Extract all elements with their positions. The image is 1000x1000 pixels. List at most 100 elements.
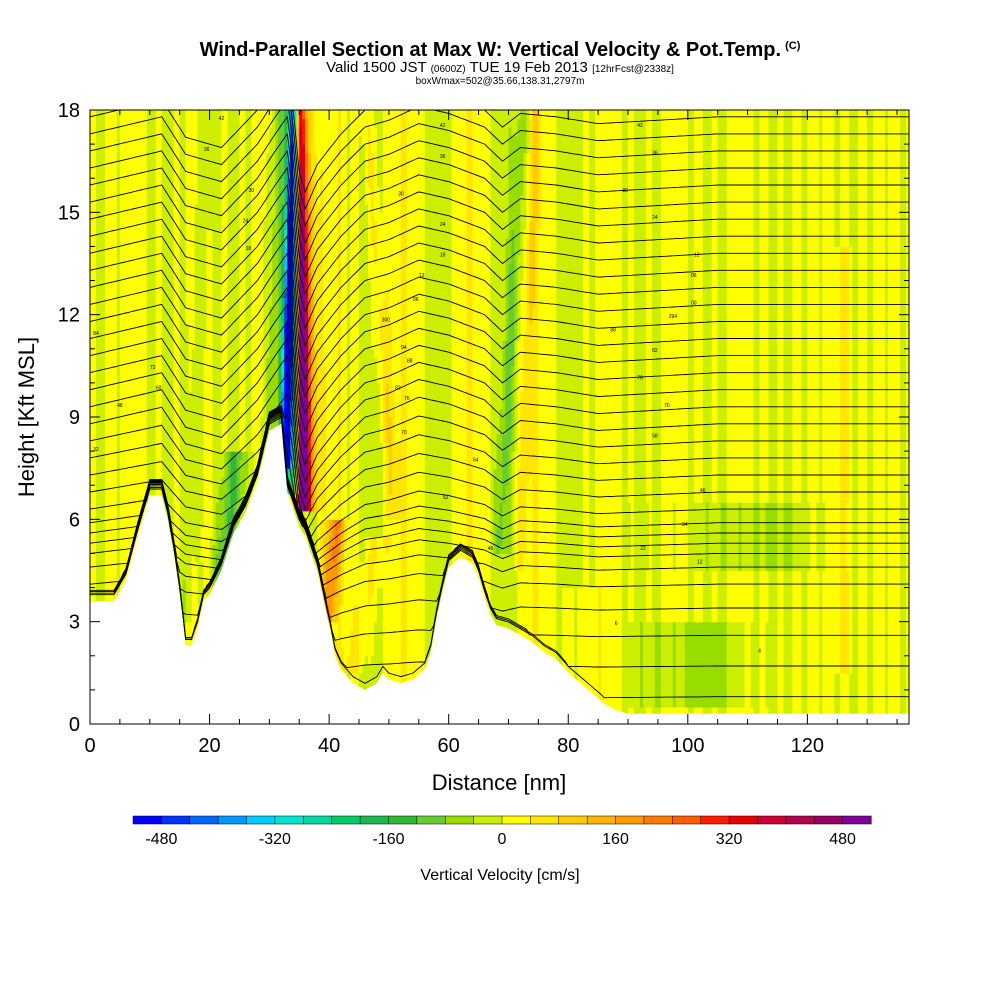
w-cell xyxy=(113,169,118,179)
w-cell xyxy=(188,621,193,631)
w-cell xyxy=(164,357,169,367)
w-cell xyxy=(104,553,109,563)
w-cell xyxy=(119,391,124,401)
w-cell xyxy=(134,263,139,273)
w-cell xyxy=(119,382,124,393)
w-cell xyxy=(185,570,190,580)
w-cell xyxy=(143,485,148,495)
w-cell xyxy=(122,417,127,427)
w-cell xyxy=(191,579,196,589)
w-cell xyxy=(125,502,130,512)
w-cell xyxy=(131,263,136,273)
w-cell xyxy=(188,510,193,520)
w-cell xyxy=(167,110,172,120)
w-cell xyxy=(101,297,106,307)
w-cell xyxy=(194,527,199,537)
w-cell xyxy=(104,195,109,205)
w-cell xyxy=(173,118,178,128)
w-cell xyxy=(176,246,181,256)
w-cell xyxy=(179,468,184,478)
w-cell xyxy=(90,203,94,213)
w-cell xyxy=(161,144,166,154)
w-cell xyxy=(137,323,142,333)
w-cell xyxy=(155,408,160,418)
w-cell xyxy=(116,229,121,239)
w-cell xyxy=(182,417,187,427)
w-cell xyxy=(170,195,175,205)
w-cell xyxy=(176,502,181,512)
w-cell xyxy=(155,229,160,239)
w-cell xyxy=(155,340,160,350)
w-cell xyxy=(176,127,181,137)
w-cell xyxy=(194,348,199,358)
w-cell xyxy=(179,357,184,367)
w-cell xyxy=(122,127,127,137)
w-cell xyxy=(113,374,118,384)
w-cell xyxy=(92,203,97,213)
w-cell xyxy=(113,553,118,563)
w-cell xyxy=(113,527,118,537)
w-cell xyxy=(134,314,139,324)
w-cell xyxy=(185,229,190,239)
w-cell xyxy=(188,434,193,444)
w-cell xyxy=(143,451,148,461)
w-cell xyxy=(110,544,115,555)
w-cell xyxy=(191,357,196,367)
w-cell xyxy=(110,212,115,222)
w-cell xyxy=(155,399,160,410)
w-cell xyxy=(167,178,172,188)
w-cell xyxy=(182,118,187,128)
w-cell xyxy=(98,391,103,401)
w-cell xyxy=(122,451,127,461)
w-cell xyxy=(116,220,121,230)
w-cell xyxy=(185,144,190,154)
w-cell xyxy=(161,314,166,324)
w-cell xyxy=(158,451,163,461)
w-cell xyxy=(185,169,190,179)
w-cell xyxy=(182,152,187,162)
w-cell xyxy=(155,374,160,384)
w-cell xyxy=(101,186,106,196)
w-cell xyxy=(116,391,121,401)
w-cell xyxy=(131,527,136,537)
w-cell xyxy=(107,408,112,418)
w-cell xyxy=(149,348,154,358)
w-cell xyxy=(113,476,118,486)
w-cell xyxy=(197,229,202,239)
w-cell xyxy=(158,186,163,196)
w-cell xyxy=(122,246,127,256)
w-cell xyxy=(173,306,178,316)
w-cell xyxy=(110,186,115,196)
w-cell xyxy=(182,399,187,410)
w-cell xyxy=(167,254,172,265)
w-cell xyxy=(134,493,139,503)
w-cell xyxy=(173,365,178,375)
w-cell xyxy=(179,485,184,495)
w-cell xyxy=(137,280,142,290)
w-cell xyxy=(92,340,97,350)
w-cell xyxy=(107,587,112,597)
w-cell xyxy=(152,178,157,188)
w-cell xyxy=(95,408,100,418)
w-cell xyxy=(110,357,115,367)
w-cell xyxy=(101,323,106,333)
w-cell xyxy=(188,229,193,239)
w-cell xyxy=(107,399,112,410)
w-cell xyxy=(179,237,184,248)
w-cell xyxy=(116,553,121,563)
w-cell xyxy=(125,374,130,384)
w-cell xyxy=(161,203,166,213)
w-cell xyxy=(110,254,115,265)
w-cell xyxy=(143,340,148,350)
w-cell xyxy=(182,229,187,239)
w-cell xyxy=(185,272,190,282)
w-cell xyxy=(188,203,193,213)
w-cell xyxy=(95,596,100,606)
w-cell xyxy=(164,425,169,435)
w-cell xyxy=(197,451,202,461)
w-cell xyxy=(191,493,196,503)
w-cell xyxy=(95,485,100,495)
w-cell xyxy=(161,161,166,171)
w-cell xyxy=(104,527,109,537)
w-cell xyxy=(140,237,145,248)
